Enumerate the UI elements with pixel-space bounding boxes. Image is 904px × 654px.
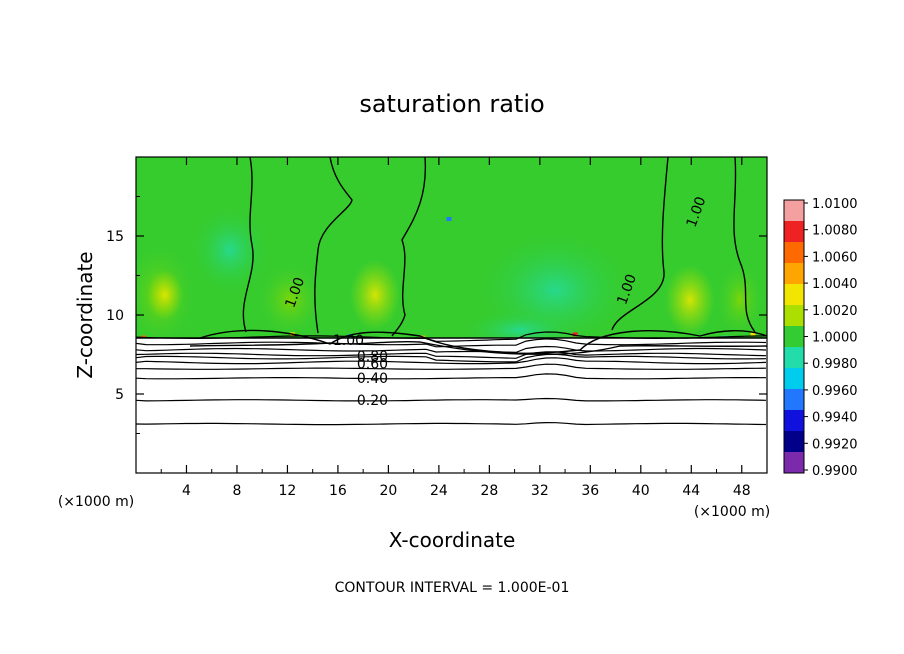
field-speckle — [572, 332, 578, 337]
contour-level-line — [136, 331, 767, 342]
contour-levels — [136, 331, 767, 426]
contour-1-00-a — [242, 157, 254, 333]
contour-1-00-c — [391, 157, 427, 337]
x-tick-label: 48 — [733, 483, 751, 499]
contour-label: 0.40 — [357, 371, 388, 387]
colorbar-swatch — [784, 284, 804, 306]
x-tick-label: 36 — [581, 483, 599, 499]
x-tick-label: 44 — [682, 483, 700, 499]
contour-level-line — [136, 421, 767, 426]
y-tick-label: 10 — [106, 308, 124, 324]
x-tick-label: 12 — [279, 483, 297, 499]
colorbar-label: 1.0100 — [812, 197, 858, 212]
y-axis-ticks: 5 10 15 — [106, 196, 767, 434]
colorbar-swatch — [784, 305, 804, 327]
colorbar-label: 0.9960 — [812, 384, 858, 399]
colorbar-swatch — [784, 326, 804, 348]
x-unit-right: (×1000 m) — [694, 504, 770, 520]
colorbar: 1.0100 1.0080 1.0060 1.0040 1.0020 1.0000 0.99… — [783, 197, 858, 479]
colorbar-label: 1.0040 — [812, 277, 858, 292]
colorbar-swatch — [784, 200, 804, 222]
x-tick-label: 32 — [531, 483, 549, 499]
colorbar-label: 0.9980 — [812, 357, 858, 372]
colorbar-label: 0.9900 — [812, 464, 858, 479]
x-tick-label: 16 — [329, 483, 347, 499]
field-patch — [147, 270, 183, 320]
contour-1-00-e — [733, 157, 756, 333]
colorbar-swatch — [784, 410, 804, 432]
contour-1-00-d — [611, 157, 669, 331]
x-tick-label: 28 — [480, 483, 498, 499]
contour-label: 0.60 — [357, 357, 388, 373]
colorbar-swatch — [784, 368, 804, 390]
contour-level-line — [136, 353, 767, 363]
x-axis-label: X-coordinate — [389, 528, 516, 552]
x-tick-label: 20 — [379, 483, 397, 499]
colorbar-swatch — [784, 452, 804, 474]
field-speckle — [750, 332, 756, 337]
x-tick-label: 24 — [430, 483, 448, 499]
colorbar-label: 1.0000 — [812, 331, 858, 346]
field-patch — [255, 260, 325, 340]
plot-area: 1.001.00 1.001.000.800.600.400.20 — [136, 157, 767, 473]
colorbar-swatch — [784, 221, 804, 243]
contour-level-line — [136, 338, 767, 348]
contour-level-line — [136, 363, 767, 370]
colorbar-label: 1.0080 — [812, 224, 858, 239]
y-tick-label: 15 — [106, 229, 124, 245]
x-tick-label: 8 — [232, 483, 241, 499]
contour-label: 0.80 — [357, 349, 388, 365]
contour-level-line — [136, 397, 767, 402]
contour-level-line — [136, 345, 767, 354]
footer-contour-interval: CONTOUR INTERVAL = 1.000E-01 — [335, 580, 570, 596]
contour-level-line — [136, 351, 767, 359]
contour-1-00-b — [314, 157, 353, 334]
field-patch — [715, 260, 765, 340]
contour-label: 1.00 — [333, 333, 364, 349]
colorbar-swatch — [784, 242, 804, 264]
colorbar-swatch — [784, 263, 804, 285]
x-unit-left: (×1000 m) — [58, 494, 134, 510]
colorbar-swatch — [784, 347, 804, 369]
colorbar-swatch — [784, 431, 804, 453]
colorbar-label: 0.9920 — [812, 437, 858, 452]
colorbar-label: 1.0060 — [812, 250, 858, 265]
chart-title: saturation ratio — [359, 90, 544, 118]
field-speckle — [446, 217, 452, 222]
x-tick-label: 4 — [182, 483, 191, 499]
contour-level-line — [136, 373, 767, 380]
field-patch — [190, 205, 270, 295]
colorbar-label: 1.0020 — [812, 304, 858, 319]
contour-level-line — [136, 357, 767, 365]
colorbar-swatch — [784, 389, 804, 411]
field-patch — [350, 260, 400, 330]
y-tick-label: 5 — [115, 387, 124, 403]
x-axis-ticks: 4 8 12 16 20 24 28 32 36 40 44 48 — [160, 157, 751, 499]
y-axis-label: Z-coordinate — [73, 251, 97, 378]
field-patch — [665, 265, 715, 335]
x-tick-label: 40 — [632, 483, 650, 499]
contour-label: 0.20 — [357, 393, 388, 409]
colorbar-label: 0.9940 — [812, 411, 858, 426]
